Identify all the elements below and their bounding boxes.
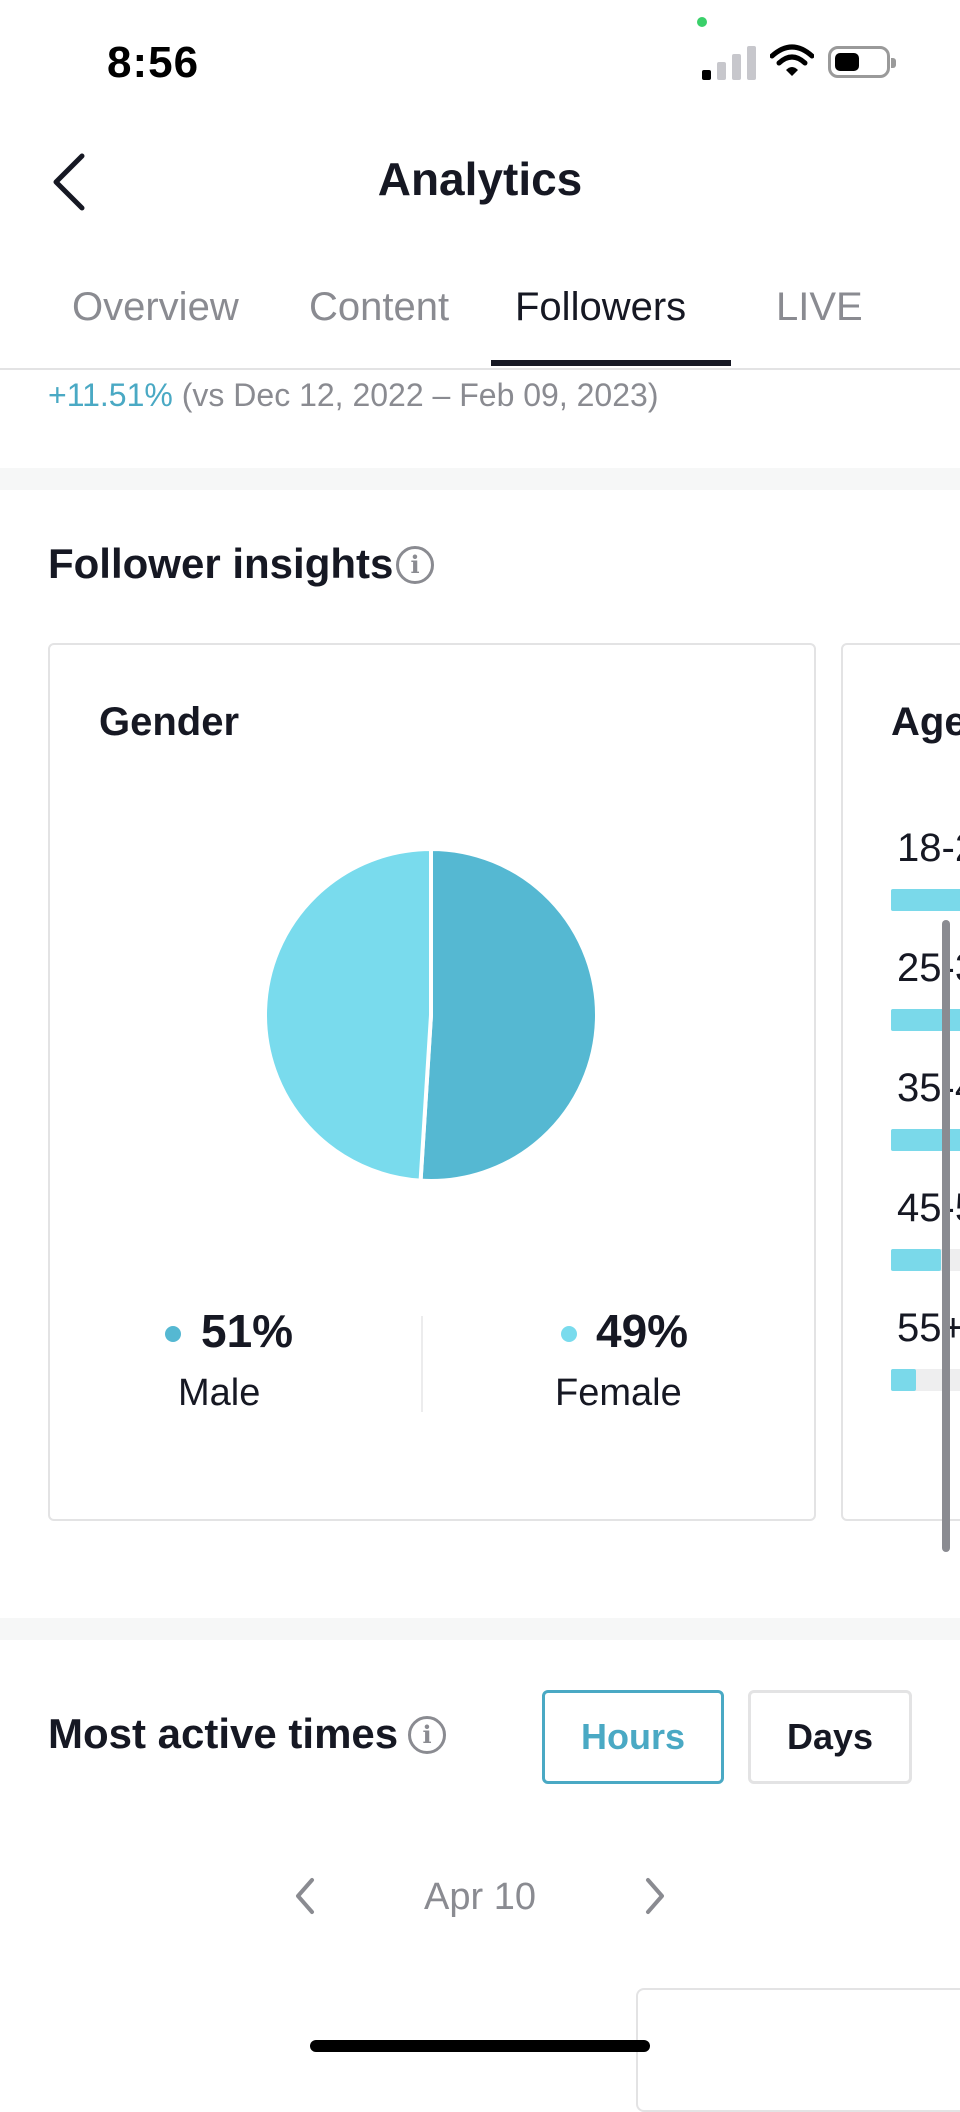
info-icon[interactable]: i xyxy=(396,546,434,584)
male-percent: 51% xyxy=(201,1305,294,1357)
tab-content[interactable]: Content xyxy=(309,285,450,329)
age-bar xyxy=(891,1249,941,1271)
age-row-label: 45-54 xyxy=(897,1186,960,1230)
age-bar-track xyxy=(891,889,960,911)
male-legend-dot xyxy=(165,1326,181,1342)
most-active-times-title: Most active times xyxy=(48,1710,399,1757)
vertical-scrollbar[interactable] xyxy=(942,920,950,1552)
tab-live[interactable]: LIVE xyxy=(776,285,863,329)
pie-slice-female xyxy=(263,846,433,1183)
follower-insights-title: Follower insights xyxy=(48,540,394,587)
age-bar xyxy=(891,1369,917,1391)
age-card-title: Age xyxy=(891,700,960,744)
age-bar xyxy=(891,889,960,911)
male-label: Male xyxy=(178,1372,261,1414)
female-legend-dot xyxy=(561,1326,577,1342)
cellular-signal-icon xyxy=(700,44,762,80)
active-tab-indicator xyxy=(491,360,731,366)
female-percent: 49% xyxy=(596,1305,689,1357)
days-toggle-button[interactable]: Days xyxy=(748,1690,912,1784)
tabs-divider xyxy=(0,368,960,370)
gender-card-title: Gender xyxy=(99,700,240,744)
female-label: Female xyxy=(555,1372,682,1414)
wifi-icon xyxy=(770,44,814,76)
follower-growth: +11.51% (vs Dec 12, 2022 – Feb 09, 2023) xyxy=(48,377,658,414)
selected-date: Apr 10 xyxy=(424,1876,536,1918)
info-icon[interactable]: i xyxy=(408,1716,446,1754)
page-title: Analytics xyxy=(377,153,583,205)
growth-comparison: (vs Dec 12, 2022 – Feb 09, 2023) xyxy=(181,377,659,413)
section-divider xyxy=(0,1618,960,1640)
home-indicator[interactable] xyxy=(310,2040,650,2052)
growth-change: +11.51% xyxy=(48,377,173,413)
privacy-indicator-dot xyxy=(697,17,707,27)
back-arrow-icon[interactable] xyxy=(46,150,90,214)
tab-followers[interactable]: Followers xyxy=(515,285,687,329)
age-card-viewport: Age 18-24 25-34 35-44 45-54 55+ xyxy=(841,643,960,1521)
section-divider xyxy=(0,468,960,490)
battery-icon xyxy=(828,46,896,78)
tab-overview[interactable]: Overview xyxy=(72,285,239,329)
chevron-right-icon[interactable] xyxy=(642,1876,668,1916)
pie-slice-male xyxy=(418,846,599,1183)
gender-pie-chart xyxy=(263,846,599,1183)
chart-card-partial xyxy=(636,1988,960,2112)
age-row-label: 55+ xyxy=(897,1306,960,1350)
age-row-label: 25-34 xyxy=(897,946,960,990)
age-row-label: 35-44 xyxy=(897,1066,960,1110)
status-time: 8:56 xyxy=(107,38,200,87)
age-row-label: 18-24 xyxy=(897,826,960,870)
hours-toggle-button[interactable]: Hours xyxy=(542,1690,724,1784)
chevron-left-icon[interactable] xyxy=(292,1876,318,1916)
legend-separator xyxy=(421,1316,423,1412)
